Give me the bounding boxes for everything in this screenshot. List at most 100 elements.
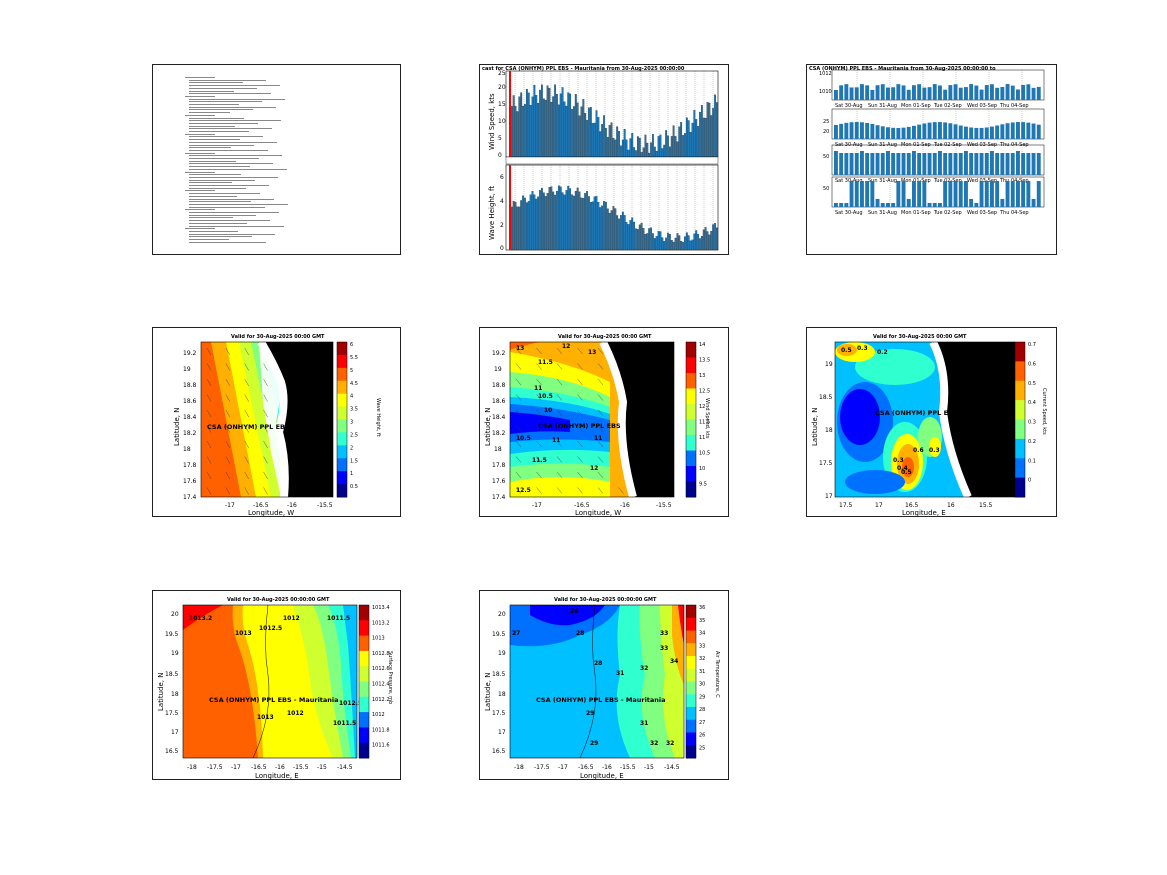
colorbar-segment [337,419,347,433]
vector-arrow [244,378,249,387]
wave-bar [646,233,649,251]
wave-bar [510,206,513,251]
multivar-bar [984,181,989,207]
vector-arrow [556,347,563,355]
wind-bar [546,85,549,158]
multivar-bar [958,153,963,175]
wind-bar [544,99,547,158]
svg-text:16.5: 16.5 [165,748,179,755]
colorbar-segment [686,630,696,644]
wind-bar [655,150,658,158]
contour-label: 31 [640,720,648,727]
svg-text:-18: -18 [514,764,524,771]
wind-bar [604,128,607,158]
vector-arrow [263,487,268,495]
report-line [189,158,259,159]
wave-bar [569,188,572,251]
multivar-bar [969,127,974,139]
colorbar-segment [686,643,696,657]
report-line [189,147,231,149]
multivar-bar [1036,153,1041,175]
vector-arrow [577,409,583,417]
colorbar-segment [337,393,347,408]
report-line [189,163,273,165]
colorbar-segment [686,435,696,451]
wind-bar [702,117,705,158]
multivar-bar [953,181,958,207]
multivar-bar [912,125,916,139]
vector-arrow [206,425,212,433]
wave-bar [552,191,555,251]
multivar-xtick: Thu 04-Sep [999,103,1029,109]
multivar-bar [906,153,911,175]
text-report-lines [183,77,383,247]
report-line [189,87,257,89]
vector-arrow [206,456,212,464]
report-line [189,155,282,157]
timeseries-title: cast for CSA (ONHYM) PPL EBS - Mauritani… [482,66,685,72]
multivar-bar [1036,124,1041,139]
multivar-bar [927,87,932,100]
wind-bar [563,101,566,158]
wind-bar [535,95,538,158]
wind-bar [648,152,651,158]
current-time-line-wind [509,71,511,157]
wind-bar [716,102,718,158]
svg-text:17.4: 17.4 [183,494,197,501]
report-line [189,222,247,224]
wind-bar [623,129,626,158]
multivar-bar [1026,84,1031,100]
wave-bar [559,186,562,251]
current-map-plot: CSA (ONHYM) PPL EBS 0.5 0.30.20.30.40.50.… [834,341,1016,498]
text-report-panel [152,64,401,255]
contour-label: 10 [544,407,552,414]
vector-arrow [263,456,268,464]
wave-bar [661,237,664,251]
wind-bar [591,123,594,158]
wind-bar [608,125,611,158]
contour-label: 1013 [257,714,274,721]
vector-arrow [515,394,522,401]
colorbar-tick: 14 [699,342,705,348]
wind-bar [700,105,703,158]
contour-label: 11 [594,435,602,442]
timeseries-panel: cast for CSA (ONHYM) PPL EBS - Mauritani… [479,64,729,255]
wind-bar [685,117,688,158]
current-time-line-wave [509,165,511,250]
pressure-map-colorbar: 1013.4 1013.2 1013 1012.8 1012.6 1012.4 1012.2… [358,604,390,759]
multivar-bar [917,181,922,207]
report-line [189,166,250,168]
vector-arrow [225,409,231,418]
multivar-bar [927,153,932,175]
contour-label: 11.5 [532,457,547,464]
wave-bar [653,238,656,251]
vector-arrow [244,394,249,402]
svg-text:18.2: 18.2 [492,430,506,437]
temp-map-xticks: -18 -17.5 -17 -16.5 -16 -15.5 -15 -14.5 [514,764,680,771]
svg-text:-16.5: -16.5 [251,764,267,771]
wave-bar [700,236,703,251]
report-line [189,214,256,216]
wind-bar [574,94,577,158]
multivar-bar [870,123,875,139]
vector-arrow [244,363,249,371]
report-line [185,95,215,97]
wave-bar [563,194,566,251]
svg-text:17.5: 17.5 [819,460,833,467]
multivar-bar [854,153,859,175]
multivar-bar [865,85,870,100]
colorbar-tick: 5 [350,368,353,374]
svg-text:18.5: 18.5 [492,671,506,678]
wave-height-map-panel: Valid for 30-Aug-2025 00:00 GMT CSA (ONH… [152,327,401,517]
svg-text:19: 19 [498,650,506,657]
multivar-bar [870,89,875,100]
colorbar-tick: 1 [350,471,353,477]
svg-text:-16: -16 [620,502,630,509]
report-line [185,209,215,211]
wind-bar [576,102,579,158]
colorbar-segment [359,666,369,682]
multivar-bar [901,153,906,175]
wave-bar [674,237,677,251]
multivar-bar [875,85,880,100]
colorbar-tick: 11.5 [699,420,710,426]
